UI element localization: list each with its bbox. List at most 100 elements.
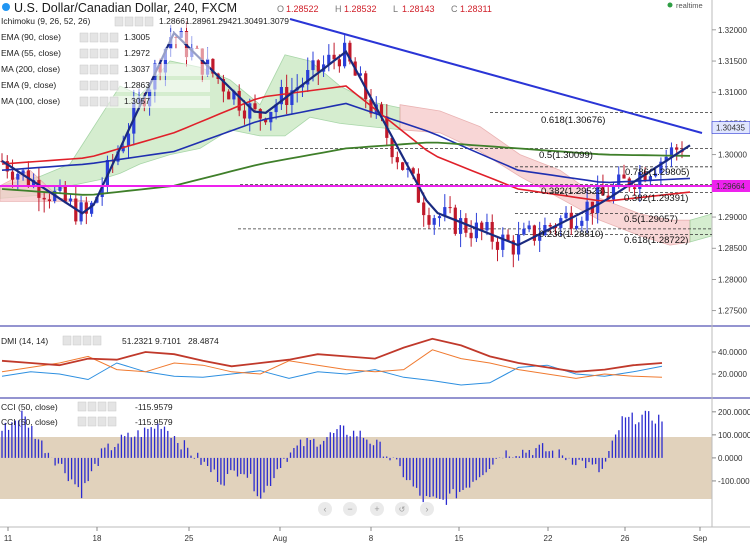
candle-body[interactable] [669,147,674,157]
candle-body[interactable] [401,162,405,170]
candle-body[interactable] [390,137,394,158]
legend-settings-icon[interactable] [109,96,119,107]
candle-body[interactable] [379,104,384,117]
legend-settings-icon[interactable] [89,48,99,59]
candle-body[interactable] [422,202,426,216]
candle-body[interactable] [221,79,225,92]
candle-body[interactable] [495,241,500,250]
candle-body[interactable] [511,240,515,255]
candle-body[interactable] [274,104,278,113]
cci-settings-icon[interactable] [97,416,107,427]
cci-settings-icon[interactable] [107,401,117,412]
candle-body[interactable] [5,161,9,172]
candle-body[interactable] [553,226,558,229]
candle-body[interactable] [232,90,236,100]
legend-settings-icon[interactable] [144,16,154,27]
legend-settings-icon[interactable] [99,32,109,43]
candle-body[interactable] [643,172,647,182]
candle-body[interactable] [548,225,552,227]
legend-settings-icon[interactable] [79,48,89,59]
candle-body[interactable] [358,73,362,76]
candle-body[interactable] [237,90,241,111]
candle-body[interactable] [532,225,536,241]
legend-settings-icon[interactable] [99,96,109,107]
candle-body[interactable] [264,118,268,123]
cci-settings-icon[interactable] [77,401,87,412]
legend-settings-icon[interactable] [109,80,119,91]
candle-body[interactable] [163,48,167,73]
zoom-out-button[interactable] [343,502,357,516]
candle-body[interactable] [16,173,20,180]
candle-body[interactable] [37,180,41,198]
legend-settings-icon[interactable] [79,64,89,75]
cci-settings-icon[interactable] [107,416,117,427]
downtrend-line[interactable] [289,18,703,134]
candle-body[interactable] [395,157,399,163]
candle-body[interactable] [68,198,73,202]
candle-body[interactable] [47,199,51,201]
legend-settings-icon[interactable] [79,80,89,91]
candle-body[interactable] [506,234,510,241]
candle-body[interactable] [564,212,568,219]
candle-body[interactable] [416,173,420,203]
candle-body[interactable] [432,218,436,225]
dmi-settings-icon[interactable] [92,335,102,346]
candle-body[interactable] [242,110,247,119]
candle-body[interactable] [664,156,668,162]
candle-body[interactable] [448,207,452,209]
legend-settings-icon[interactable] [109,48,119,59]
legend-settings-icon[interactable] [99,48,109,59]
candle-body[interactable] [100,186,104,197]
candle-body[interactable] [522,228,526,235]
candle-body[interactable] [527,225,531,229]
candle-body[interactable] [248,103,252,119]
candle-body[interactable] [659,161,663,174]
candle-body[interactable] [474,222,478,239]
zoom-in-button[interactable] [370,502,384,516]
candle-body[interactable] [459,218,463,234]
candle-body[interactable] [654,173,658,177]
cci-settings-icon[interactable] [77,416,87,427]
candle-body[interactable] [316,60,320,72]
legend-settings-icon[interactable] [79,32,89,43]
legend-settings-icon[interactable] [109,32,119,43]
candle-body[interactable] [601,187,605,196]
candle-body[interactable] [633,187,637,190]
candle-body[interactable] [575,225,579,229]
cci-settings-icon[interactable] [97,401,107,412]
candle-body[interactable] [258,109,262,119]
legend-settings-icon[interactable] [124,16,134,27]
dmi-settings-icon[interactable] [82,335,92,346]
candle-body[interactable] [32,180,36,186]
candle-body[interactable] [611,186,616,200]
candle-body[interactable] [617,174,621,187]
candle-body[interactable] [84,202,88,214]
candle-body[interactable] [126,133,131,146]
candle-body[interactable] [227,91,231,100]
legend-settings-icon[interactable] [89,32,99,43]
candle-body[interactable] [485,222,489,231]
candle-body[interactable] [279,87,283,105]
candle-body[interactable] [427,215,431,225]
scroll-left-button[interactable] [318,502,332,516]
candle-body[interactable] [411,168,415,174]
scroll-right-button[interactable] [420,502,434,516]
candle-body[interactable] [153,63,157,90]
candle-body[interactable] [116,151,120,162]
candle-body[interactable] [343,42,347,67]
legend-settings-icon[interactable] [99,80,109,91]
candle-body[interactable] [327,54,331,65]
legend-settings-icon[interactable] [79,96,89,107]
candle-body[interactable] [211,58,215,74]
candle-body[interactable] [337,59,341,67]
candle-body[interactable] [501,234,505,250]
cci-settings-icon[interactable] [87,401,97,412]
candle-body[interactable] [443,207,447,217]
legend-settings-icon[interactable] [89,80,99,91]
candle-body[interactable] [569,212,573,229]
candle-body[interactable] [543,225,547,236]
candle-body[interactable] [90,202,94,214]
candle-body[interactable] [348,42,352,62]
candle-body[interactable] [480,222,484,231]
candle-body[interactable] [648,176,652,182]
